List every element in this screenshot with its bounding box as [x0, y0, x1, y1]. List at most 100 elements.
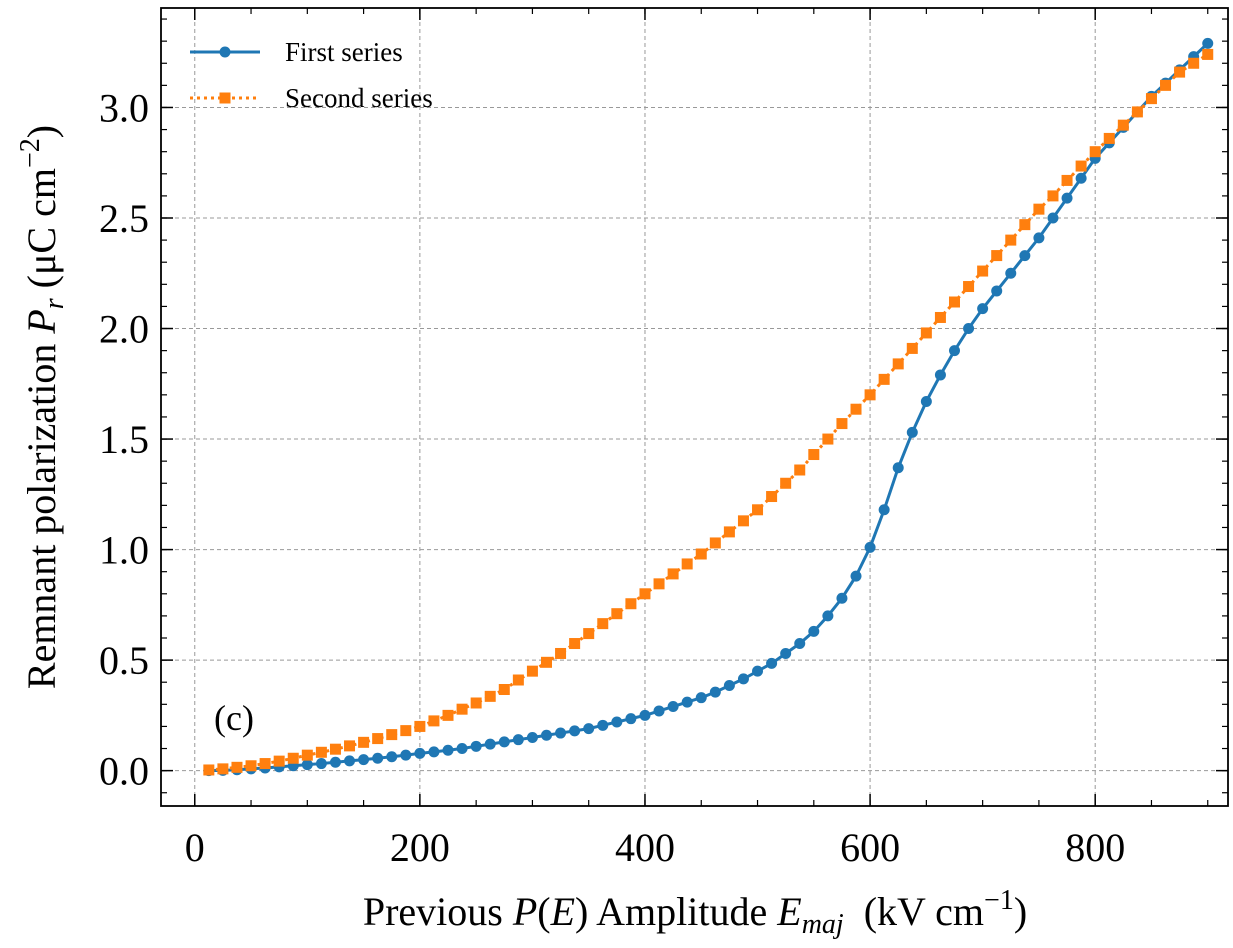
- y-tick-label: 1.5: [99, 417, 149, 462]
- marker: [850, 403, 862, 415]
- y-tick-label: 0.5: [99, 638, 149, 683]
- marker: [695, 692, 707, 704]
- marker: [681, 558, 693, 570]
- marker: [780, 477, 792, 489]
- marker: [892, 462, 904, 474]
- marker: [442, 709, 454, 721]
- marker: [780, 647, 792, 659]
- x-label-part: ) Amplitude: [575, 889, 777, 934]
- marker: [498, 736, 510, 748]
- marker: [555, 727, 567, 739]
- marker: [301, 759, 313, 771]
- marker: [583, 628, 595, 640]
- marker: [1075, 172, 1087, 184]
- marker: [752, 504, 764, 516]
- marker: [1160, 79, 1172, 91]
- legend-label: First series: [285, 37, 403, 67]
- marker: [358, 754, 370, 766]
- marker: [344, 740, 356, 752]
- marker: [597, 719, 609, 731]
- y-tick-label: 1.0: [99, 528, 149, 573]
- y-label-part: Remnant polarization: [19, 334, 64, 689]
- marker: [892, 358, 904, 370]
- marker: [611, 608, 623, 620]
- marker: [400, 725, 412, 737]
- marker: [484, 690, 496, 702]
- y-tick-label: 2.5: [99, 196, 149, 241]
- marker: [428, 746, 440, 758]
- marker: [1005, 234, 1017, 246]
- x-tick-label: 400: [615, 825, 675, 870]
- marker: [1075, 160, 1087, 172]
- x-label-part: ): [1014, 889, 1027, 934]
- marker: [456, 743, 468, 755]
- x-tick-label: 800: [1065, 825, 1125, 870]
- marker: [625, 598, 637, 610]
- marker: [766, 491, 778, 503]
- x-label-part: E: [550, 889, 575, 934]
- x-tick-label: 600: [840, 825, 900, 870]
- marker: [906, 342, 918, 354]
- legend-marker: [219, 46, 231, 58]
- marker: [470, 697, 482, 709]
- marker: [597, 618, 609, 630]
- marker: [555, 647, 567, 659]
- marker: [372, 733, 384, 745]
- marker: [794, 638, 806, 650]
- marker: [639, 709, 651, 721]
- y-label-part: r: [39, 298, 70, 309]
- marker: [963, 281, 975, 293]
- marker: [329, 756, 341, 768]
- marker: [723, 680, 735, 692]
- marker: [808, 625, 820, 637]
- marker: [1061, 192, 1073, 204]
- marker: [329, 743, 341, 755]
- marker: [709, 537, 721, 549]
- y-axis-label: Remnant polarization Pr (μC cm−2): [15, 125, 70, 689]
- marker: [1047, 190, 1059, 202]
- x-label-part: (: [537, 889, 550, 934]
- marker: [1131, 106, 1143, 118]
- y-tick-label: 3.0: [99, 85, 149, 130]
- marker: [864, 541, 876, 553]
- marker: [836, 418, 848, 430]
- marker: [301, 749, 313, 761]
- marker: [414, 747, 426, 759]
- marker: [569, 638, 581, 650]
- marker: [709, 686, 721, 698]
- marker: [991, 250, 1003, 262]
- marker: [1019, 219, 1031, 231]
- marker: [808, 449, 820, 461]
- marker: [1005, 267, 1017, 279]
- marker: [217, 763, 229, 775]
- marker: [836, 592, 848, 604]
- marker: [583, 723, 595, 735]
- marker: [737, 515, 749, 527]
- marker: [315, 758, 327, 770]
- marker: [526, 665, 538, 677]
- marker: [386, 751, 398, 763]
- y-label-part: ): [19, 125, 64, 138]
- marker: [273, 755, 285, 767]
- marker: [259, 758, 271, 770]
- marker: [822, 433, 834, 445]
- legend-marker: [219, 92, 231, 104]
- marker: [752, 665, 764, 677]
- marker: [934, 369, 946, 381]
- y-tick-label: 0.0: [99, 749, 149, 794]
- annotation: (c): [214, 698, 254, 738]
- marker: [358, 736, 370, 748]
- marker: [991, 285, 1003, 297]
- marker: [1033, 232, 1045, 244]
- marker: [667, 568, 679, 580]
- y-label-part: P: [19, 309, 64, 334]
- marker: [1089, 146, 1101, 158]
- marker: [794, 464, 806, 476]
- marker: [540, 656, 552, 668]
- marker: [470, 740, 482, 752]
- marker: [878, 373, 890, 385]
- x-label-part: E: [776, 889, 801, 934]
- x-tick-label: 200: [390, 825, 450, 870]
- marker: [963, 323, 975, 335]
